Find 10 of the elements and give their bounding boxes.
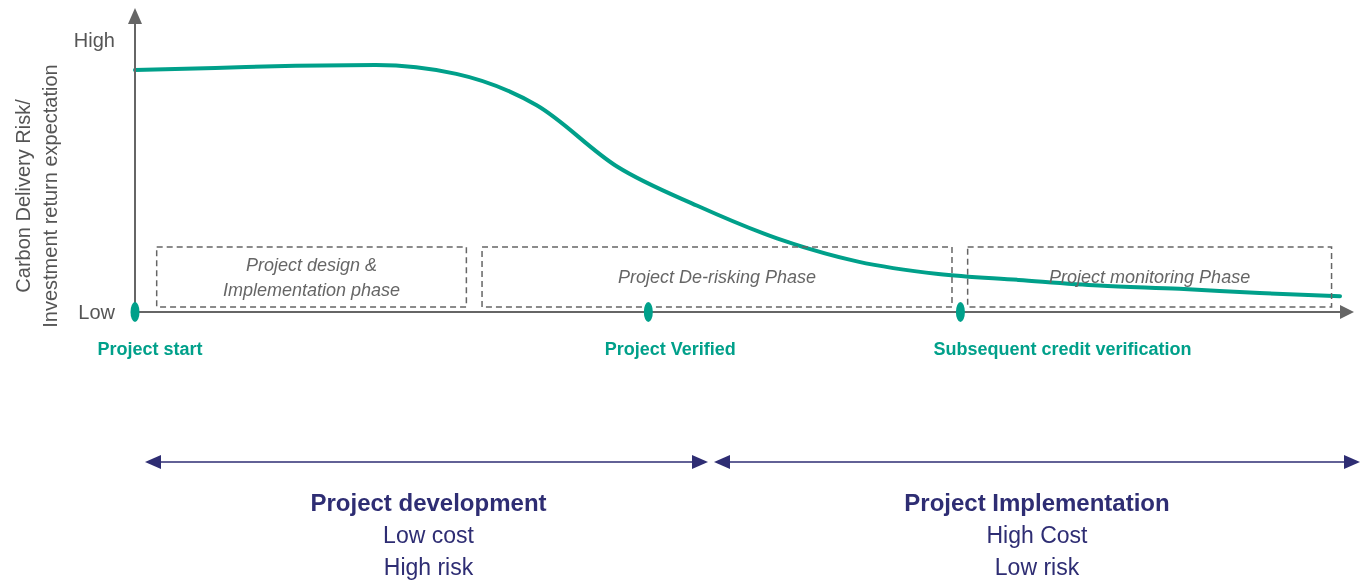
y-axis-title: Carbon Delivery Risk/ Investment return expectation bbox=[12, 64, 61, 328]
text: Project Verified bbox=[604, 339, 736, 360]
annotation: Project De-risking Phase bbox=[617, 267, 817, 288]
text: Project development Low cost High risk bbox=[310, 489, 547, 581]
annotation: Project design & Implementation phase bbox=[222, 254, 401, 300]
text: High bbox=[73, 29, 115, 51]
text: Project start bbox=[97, 339, 203, 360]
text: Low bbox=[78, 301, 116, 323]
text: Project Implementation High Cost Low risk bbox=[904, 489, 1170, 581]
text: Subsequent credit verification bbox=[933, 339, 1192, 360]
